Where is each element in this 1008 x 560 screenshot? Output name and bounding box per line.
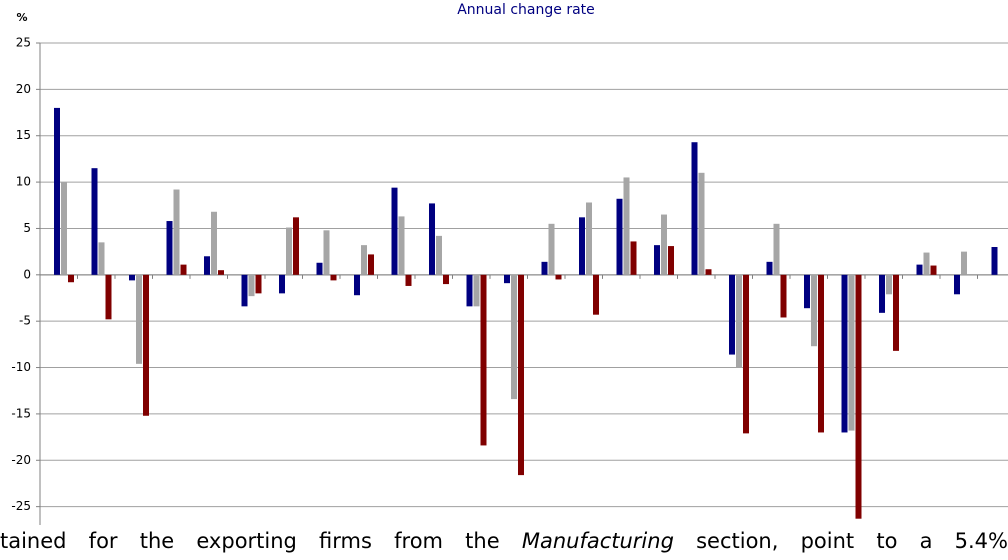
bar xyxy=(879,274,885,313)
bar xyxy=(804,274,810,309)
bar xyxy=(466,274,473,307)
y-tick-label: 0 xyxy=(23,267,31,281)
bar xyxy=(630,241,637,275)
bar xyxy=(773,223,780,275)
bar xyxy=(780,274,787,318)
bar xyxy=(504,274,510,284)
bar xyxy=(405,274,412,286)
bar xyxy=(811,274,817,347)
bar xyxy=(436,235,442,275)
y-tick-label: 15 xyxy=(16,128,31,142)
chart-title: Annual change rate xyxy=(457,2,595,18)
y-axis-label: % xyxy=(16,11,27,24)
bar xyxy=(654,245,660,275)
bar xyxy=(354,274,360,296)
y-tick-label: 5 xyxy=(23,221,31,235)
bar xyxy=(255,274,262,294)
bar xyxy=(541,261,548,275)
bar xyxy=(555,274,562,280)
bar xyxy=(286,227,292,275)
bar xyxy=(473,274,480,307)
bar xyxy=(668,246,674,275)
bar xyxy=(511,274,517,400)
bar xyxy=(848,274,855,431)
bar xyxy=(579,217,585,275)
bar xyxy=(818,274,824,433)
bar xyxy=(143,274,149,416)
text: section, point to a 5.4% xyxy=(673,529,1008,553)
y-tick-label: -5 xyxy=(19,314,31,328)
text-italic: Manufacturing xyxy=(521,529,674,553)
bar xyxy=(961,251,967,275)
bar xyxy=(841,274,848,433)
y-tick-label: 20 xyxy=(16,82,31,96)
bar xyxy=(518,274,524,476)
bar xyxy=(743,274,749,434)
bar xyxy=(279,274,285,294)
bar xyxy=(398,216,405,275)
y-tick-label: -25 xyxy=(11,499,31,513)
bar xyxy=(429,203,435,275)
bar xyxy=(204,256,210,275)
y-tick-label: -15 xyxy=(11,406,31,420)
bar xyxy=(129,274,135,281)
bar xyxy=(593,274,599,315)
y-tick-label: 25 xyxy=(16,36,31,50)
bar xyxy=(98,242,105,275)
bar xyxy=(316,262,323,275)
bar xyxy=(211,211,217,275)
bar xyxy=(930,265,937,275)
text: tained for the exporting firms from the xyxy=(0,529,522,553)
bar xyxy=(166,221,173,275)
bar xyxy=(623,177,630,275)
bar xyxy=(443,274,449,285)
bar xyxy=(548,223,555,275)
bar xyxy=(54,107,60,275)
bar xyxy=(136,274,142,364)
bar xyxy=(61,182,67,275)
bar xyxy=(68,274,74,283)
bar xyxy=(661,214,667,275)
bar xyxy=(368,254,374,275)
bar xyxy=(293,217,299,275)
bar xyxy=(736,274,742,368)
bar xyxy=(705,269,712,275)
bar xyxy=(391,187,398,275)
body-text: tained for the exporting firms from the … xyxy=(0,525,1008,560)
bar xyxy=(248,274,255,297)
bar xyxy=(691,142,698,275)
bar xyxy=(923,252,930,275)
bar xyxy=(886,274,892,295)
bar xyxy=(241,274,248,307)
bar xyxy=(91,168,98,275)
bar xyxy=(361,245,367,275)
bar xyxy=(991,247,998,275)
bar xyxy=(616,198,623,275)
bar xyxy=(766,261,773,275)
bar xyxy=(480,274,487,446)
y-tick-label: -10 xyxy=(11,360,31,374)
bar xyxy=(173,189,180,275)
bar xyxy=(180,264,187,275)
y-tick-label: 10 xyxy=(16,175,31,189)
bar xyxy=(855,274,862,519)
bar xyxy=(330,274,337,281)
bar xyxy=(698,172,705,275)
y-tick-label: -20 xyxy=(11,453,31,467)
bar xyxy=(218,270,224,275)
bar xyxy=(105,274,112,320)
bar xyxy=(729,274,735,355)
bar xyxy=(323,230,330,275)
bar xyxy=(586,202,592,275)
bar xyxy=(893,274,899,351)
bar xyxy=(916,264,923,275)
bar xyxy=(954,274,960,295)
